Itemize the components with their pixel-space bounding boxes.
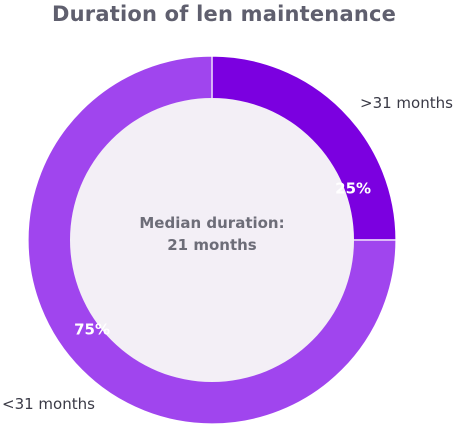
slice-label-under-31-months: <31 months — [2, 395, 95, 413]
center-annotation: Median duration: 21 months — [110, 212, 314, 256]
slice-value-label-0: 25% — [335, 180, 371, 198]
slice-value-labels: 25% 75% — [74, 180, 371, 339]
center-line-2: 21 months — [167, 236, 257, 254]
chart-title: Duration of len maintenance — [52, 2, 397, 26]
slice-value-label-1: 75% — [74, 321, 110, 339]
center-line-1: Median duration: — [139, 214, 285, 232]
slice-label-over-31-months: >31 months — [360, 94, 453, 112]
donut-hole — [70, 98, 354, 382]
